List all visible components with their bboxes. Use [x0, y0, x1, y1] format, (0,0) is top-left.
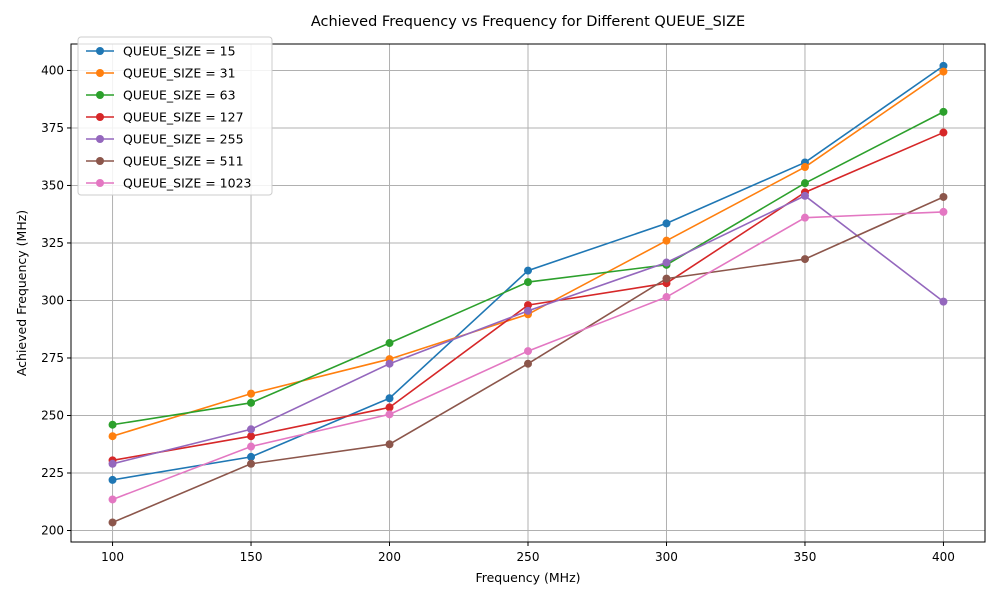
y-tick-label: 400	[41, 63, 64, 77]
y-tick-label: 325	[41, 236, 64, 250]
data-point	[385, 359, 394, 368]
data-point	[385, 394, 394, 403]
y-tick-label: 250	[41, 408, 64, 422]
legend-label: QUEUE_SIZE = 127	[123, 110, 244, 125]
data-point	[800, 179, 809, 188]
series-4	[108, 191, 948, 468]
y-axis-ticks: 200 225 250 275 300 325 350 375 400	[41, 63, 71, 537]
series-6	[108, 207, 948, 504]
data-point	[385, 339, 394, 348]
x-axis-ticks: 100 150 200 250 300 350 400	[101, 542, 955, 564]
legend-marker	[96, 91, 104, 99]
data-point	[247, 389, 256, 398]
legend-marker	[96, 179, 104, 187]
data-point	[108, 475, 117, 484]
series-lines	[108, 61, 948, 527]
data-point	[385, 410, 394, 419]
data-point	[939, 107, 948, 116]
data-point	[247, 398, 256, 407]
data-point	[662, 219, 671, 228]
data-point	[939, 67, 948, 76]
data-point	[247, 432, 256, 441]
y-axis-label: Achieved Frequency (MHz)	[14, 210, 29, 376]
y-tick-label: 300	[41, 293, 64, 307]
data-point	[108, 459, 117, 468]
y-tick-label: 200	[41, 523, 64, 537]
legend-marker	[96, 47, 104, 55]
series-0	[108, 61, 948, 484]
data-point	[939, 207, 948, 216]
data-point	[108, 420, 117, 429]
data-point	[108, 495, 117, 504]
x-tick-label: 350	[794, 550, 817, 564]
data-point	[247, 425, 256, 434]
series-5	[108, 192, 948, 527]
data-point	[108, 432, 117, 441]
data-point	[524, 301, 532, 310]
legend-label: QUEUE_SIZE = 63	[123, 88, 236, 103]
legend-item: QUEUE_SIZE = 255	[86, 132, 244, 147]
y-tick-label: 225	[41, 466, 64, 480]
data-point	[662, 258, 671, 267]
data-point	[247, 459, 256, 468]
legend: QUEUE_SIZE = 15 QUEUE_SIZE = 31 QUEUE_SIZE…	[77, 36, 273, 196]
x-tick-label: 300	[655, 550, 678, 564]
grid-lines	[71, 44, 985, 542]
y-tick-label: 350	[41, 178, 64, 192]
data-point	[524, 347, 532, 356]
legend-item: QUEUE_SIZE = 511	[86, 154, 244, 169]
x-axis-label: Frequency (MHz)	[475, 570, 580, 585]
data-point	[524, 266, 532, 275]
legend-marker	[96, 135, 104, 143]
x-tick-label: 150	[240, 550, 263, 564]
data-point	[108, 518, 117, 527]
legend-item: QUEUE_SIZE = 63	[86, 88, 236, 103]
legend-item: QUEUE_SIZE = 15	[86, 44, 236, 59]
legend-item: QUEUE_SIZE = 31	[86, 66, 236, 81]
legend-label: QUEUE_SIZE = 511	[123, 154, 244, 169]
data-point	[800, 255, 809, 264]
legend-label: QUEUE_SIZE = 1023	[123, 176, 252, 191]
x-tick-label: 250	[517, 550, 540, 564]
y-tick-label: 275	[41, 351, 64, 365]
data-point	[662, 293, 671, 302]
x-tick-label: 400	[932, 550, 955, 564]
data-point	[939, 297, 948, 306]
data-point	[939, 192, 948, 201]
data-point	[939, 61, 948, 70]
series-2	[108, 107, 948, 429]
x-tick-label: 200	[378, 550, 401, 564]
data-point	[524, 278, 532, 287]
legend-label: QUEUE_SIZE = 15	[123, 44, 236, 59]
data-point	[800, 213, 809, 222]
legend-box	[77, 36, 273, 196]
y-tick-label: 375	[41, 121, 64, 135]
data-point	[247, 452, 256, 461]
data-point	[524, 359, 532, 368]
legend-label: QUEUE_SIZE = 31	[123, 66, 236, 81]
data-point	[662, 274, 671, 283]
chart-title: Achieved Frequency vs Frequency for Diff…	[311, 14, 745, 30]
legend-marker	[96, 157, 104, 165]
data-point	[800, 191, 809, 200]
data-point	[939, 128, 948, 137]
legend-label: QUEUE_SIZE = 255	[123, 132, 244, 147]
data-point	[385, 440, 394, 449]
data-point	[800, 163, 809, 172]
legend-item: QUEUE_SIZE = 127	[86, 110, 244, 125]
data-point	[662, 236, 671, 245]
legend-marker	[96, 113, 104, 121]
x-tick-label: 100	[101, 550, 124, 564]
data-point	[385, 403, 394, 412]
data-point	[247, 442, 256, 451]
legend-item: QUEUE_SIZE = 1023	[86, 176, 252, 191]
data-point	[524, 306, 532, 315]
legend-marker	[96, 69, 104, 77]
